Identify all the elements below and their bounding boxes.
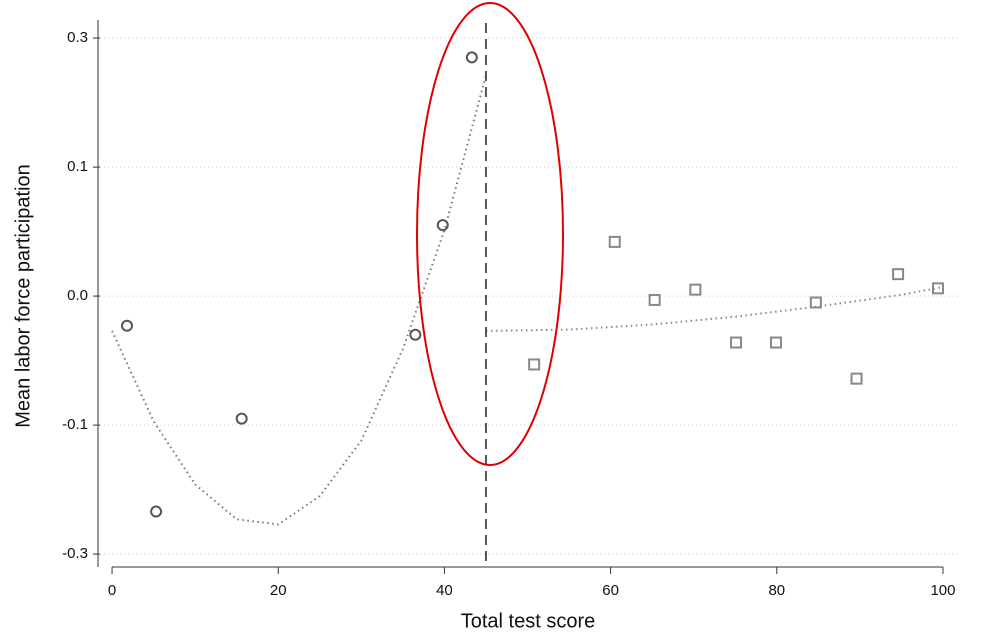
square-marker: [931, 282, 944, 295]
x-axis-label: Total test score: [461, 610, 596, 632]
y-tick-label: 0.0: [67, 287, 88, 304]
square-marker: [689, 283, 702, 296]
square-marker: [809, 296, 822, 309]
circle-marker: [121, 319, 134, 332]
circle-marker: [235, 412, 248, 425]
x-tick-label: 40: [436, 582, 453, 599]
circle-marker: [409, 328, 422, 341]
x-tick-label: 20: [270, 582, 287, 599]
y-axis-label: Mean labor force participation: [12, 164, 34, 427]
square-marker: [528, 358, 541, 371]
y-tick-label: -0.3: [62, 545, 88, 562]
square-marker: [892, 268, 905, 281]
square-marker: [648, 293, 661, 306]
x-tick-label: 0: [108, 582, 116, 599]
y-tick-label: 0.1: [67, 158, 88, 175]
square-marker: [608, 235, 621, 248]
circle-marker: [150, 505, 163, 518]
x-tick-label: 80: [768, 582, 785, 599]
fit-line: [111, 75, 487, 526]
square-marker: [850, 372, 863, 385]
y-tick-label: -0.1: [62, 416, 88, 433]
square-marker: [730, 336, 743, 349]
square-marker: [769, 336, 782, 349]
y-tick-label: 0.3: [67, 29, 88, 46]
circle-marker: [436, 219, 449, 232]
fit-line: [485, 286, 944, 332]
x-tick-label: 60: [602, 582, 619, 599]
highlight-ellipse: [416, 2, 564, 466]
x-tick-label: 100: [930, 582, 955, 599]
circle-marker: [465, 51, 478, 64]
